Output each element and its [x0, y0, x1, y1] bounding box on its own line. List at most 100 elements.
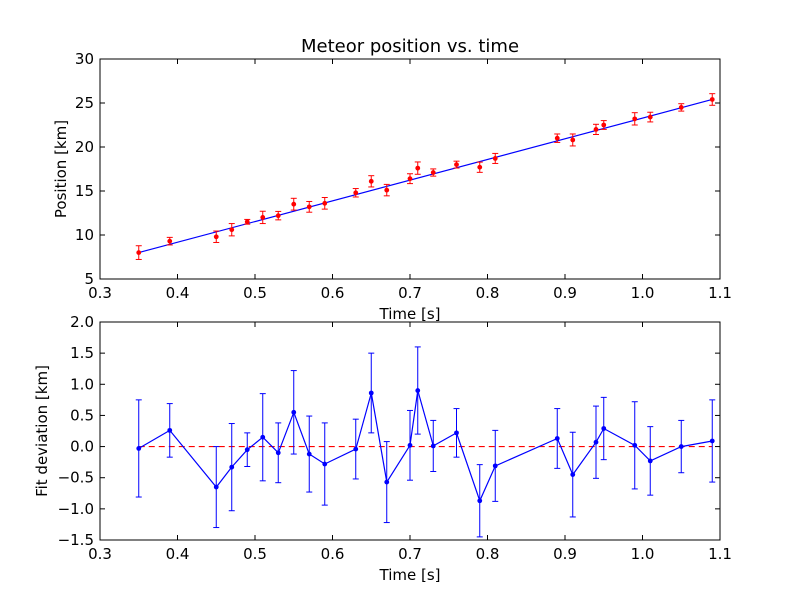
data-point	[632, 116, 638, 122]
x-tick-label: 0.5	[243, 545, 267, 563]
data-point	[601, 426, 607, 431]
x-tick-label: 0.6	[321, 284, 345, 302]
data-point	[136, 446, 142, 451]
data-point	[275, 450, 281, 456]
y-tick-label: 15	[75, 182, 94, 200]
data-point	[430, 170, 436, 175]
y-tick-label: 20	[75, 138, 94, 156]
x-tick-label: 0.6	[321, 545, 345, 563]
data-point	[678, 105, 684, 110]
data-point	[291, 409, 297, 415]
y-tick-label: 25	[75, 94, 94, 112]
data-point	[353, 446, 359, 452]
data-point	[260, 434, 266, 440]
position-axes: 0.3 0.4 0.5 0.6 0.7 0.8 0.9 1.0 1.1 5 10 15 20 25 30	[75, 50, 732, 302]
x-tick-label: 0.4	[166, 545, 190, 563]
data-point	[167, 238, 173, 244]
x-tick-label: 0.7	[398, 284, 422, 302]
y-tick-label: 30	[75, 50, 94, 68]
y-tick-label: 1.0	[70, 375, 94, 393]
data-point	[275, 213, 281, 219]
x-tick-label: 0.8	[476, 545, 500, 563]
data-point	[632, 442, 638, 448]
data-point	[368, 178, 374, 184]
y-tick-label: 0.0	[70, 438, 94, 456]
x-tick-label: 1.0	[631, 545, 655, 563]
data-point	[229, 227, 235, 233]
x-tick-label: 0.5	[243, 284, 267, 302]
x-axis-label: Time [s]	[379, 305, 441, 323]
y-tick-label: 2.0	[70, 313, 94, 331]
deviation-axes: 0.3 0.4 0.5 0.6 0.7 0.8 0.9 1.0 1.1 −1.5 −1.0 −0.5 0…	[58, 313, 732, 563]
data-point	[260, 215, 266, 220]
data-point	[492, 463, 498, 469]
data-point	[454, 162, 459, 168]
data-point	[322, 461, 328, 467]
data-point	[167, 427, 173, 433]
data-point	[136, 250, 142, 256]
data-point	[570, 137, 576, 143]
y-tick-label: 1.5	[70, 344, 94, 362]
data-point	[306, 451, 312, 457]
y-tick-label: −1.5	[58, 531, 94, 549]
x-tick-label: 0.4	[166, 284, 190, 302]
data-point	[678, 444, 684, 449]
data-point	[368, 390, 374, 396]
data-point	[407, 176, 413, 182]
y-tick-label: 5	[84, 270, 94, 288]
y-tick-label: 10	[75, 226, 94, 244]
x-tick-label: 0.7	[398, 545, 422, 563]
y-tick-label: −0.5	[58, 469, 94, 487]
y-axis-label: Position [km]	[52, 120, 70, 218]
data-point	[244, 219, 250, 225]
fit-line	[138, 98, 713, 254]
data-point	[291, 201, 297, 207]
data-point	[593, 126, 599, 132]
y-tick-label: 0.5	[70, 406, 94, 424]
plot-frame	[99, 58, 721, 280]
data-point	[477, 498, 483, 504]
y-axis-label: Fit deviation [km]	[33, 365, 51, 497]
position-marks	[135, 93, 716, 260]
data-point	[213, 234, 219, 240]
x-tick-label: 1.1	[708, 284, 732, 302]
data-point	[384, 187, 390, 193]
x-tick-label: 0.3	[88, 545, 112, 563]
data-point	[415, 388, 421, 393]
x-tick-label: 0.9	[553, 545, 577, 563]
data-point	[477, 164, 483, 170]
data-point	[384, 479, 390, 485]
data-point	[229, 464, 235, 470]
deviation-marks	[135, 346, 716, 538]
x-tick-label: 1.1	[708, 545, 732, 563]
position-chart: Meteor position vs. time Time [s] Positi…	[52, 36, 732, 323]
data-point	[306, 204, 312, 210]
chart-title: Meteor position vs. time	[301, 36, 519, 57]
x-tick-label: 0.3	[88, 284, 112, 302]
x-axis-label: Time [s]	[379, 566, 441, 584]
y-tick-label: −1.0	[58, 500, 94, 518]
data-point	[554, 135, 560, 141]
data-point	[244, 447, 250, 453]
data-point	[492, 156, 498, 161]
data-point	[407, 442, 413, 448]
data-point	[353, 190, 359, 196]
data-point	[213, 484, 219, 490]
plot-frame	[99, 321, 721, 541]
data-point	[322, 200, 328, 206]
data-point	[593, 439, 599, 445]
data-point	[430, 443, 436, 449]
data-point	[454, 430, 459, 436]
deviation-chart: Time [s] Fit deviation [km] 0.3 0.4 0.5 0.6…	[33, 313, 732, 584]
data-point	[647, 458, 653, 464]
x-tick-label: 0.9	[553, 284, 577, 302]
x-tick-label: 1.0	[631, 284, 655, 302]
data-point	[647, 114, 653, 120]
data-point	[709, 97, 715, 102]
x-tick-label: 0.8	[476, 284, 500, 302]
data-point	[415, 165, 421, 171]
data-point	[601, 122, 607, 128]
data-point	[570, 472, 576, 477]
